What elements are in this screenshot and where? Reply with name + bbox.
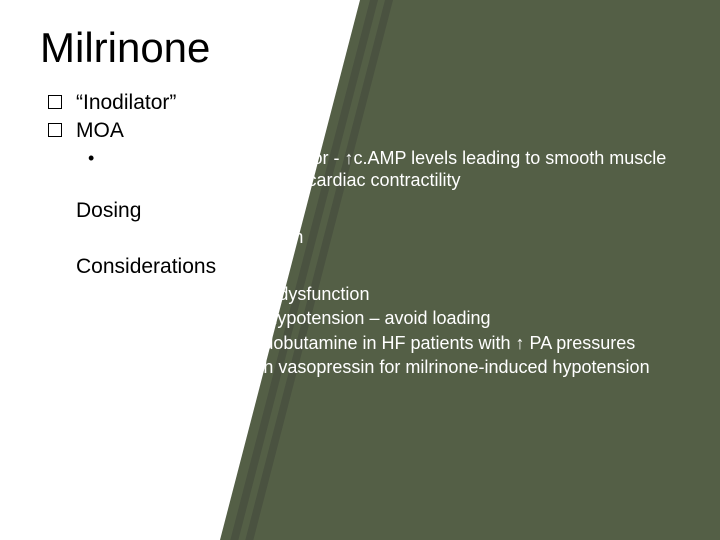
sub-list: • Phosphodiesterase inhibitor - ↑c.AMP l…: [48, 147, 680, 192]
sub-list-item: • Accumulates in renal dysfunction: [88, 283, 680, 306]
slide: Milrinone “Inodilator” MOA • Phosphodies…: [0, 0, 720, 540]
checkbox-icon: [48, 203, 62, 217]
slide-title: Milrinone: [40, 24, 680, 72]
checkbox-icon: [48, 259, 62, 273]
bullet-icon: •: [88, 283, 94, 306]
sub-list-item: • Commonly used with vasopressin for mil…: [88, 356, 680, 379]
bullet-icon: •: [88, 226, 94, 249]
list-item: “Inodilator”: [48, 90, 680, 116]
bullet-icon: •: [88, 356, 94, 379]
slide-content: Milrinone “Inodilator” MOA • Phosphodies…: [0, 0, 720, 540]
sub-list-item: • Phosphodiesterase inhibitor - ↑c.AMP l…: [88, 147, 680, 192]
sub-list-item-text: Commonly used with vasopressin for milri…: [106, 356, 649, 379]
slide-body: “Inodilator” MOA • Phosphodiesterase inh…: [40, 90, 680, 379]
list-item-label: Dosing: [76, 198, 141, 224]
list-item-label: Considerations: [76, 254, 216, 280]
sub-list-item: • Good alternative to dobutamine in HF p…: [88, 332, 680, 355]
bullet-icon: •: [88, 307, 94, 330]
sub-list-item-text: Clinically significant hypotension – avo…: [106, 307, 490, 330]
sub-list-item-text: 0. 25 – 0. 75 mcg/kg/min: [106, 226, 303, 249]
sub-list-item-text: Accumulates in renal dysfunction: [106, 283, 369, 306]
bullet-icon: •: [88, 147, 94, 170]
sub-list: • Accumulates in renal dysfunction • Cli…: [48, 283, 680, 379]
sub-list-item: • Clinically significant hypotension – a…: [88, 307, 680, 330]
sub-list-item-text: Good alternative to dobutamine in HF pat…: [106, 332, 635, 355]
checkbox-icon: [48, 123, 62, 137]
list-item: Dosing: [48, 198, 680, 224]
sub-list-item-text: Phosphodiesterase inhibitor - ↑c.AMP lev…: [106, 147, 680, 192]
checkbox-icon: [48, 95, 62, 109]
list-item-label: “Inodilator”: [76, 90, 176, 116]
list-item-label: MOA: [76, 118, 124, 144]
list-item: MOA: [48, 118, 680, 144]
sub-list-item: • 0. 25 – 0. 75 mcg/kg/min: [88, 226, 680, 249]
list-item: Considerations: [48, 254, 680, 280]
bullet-icon: •: [88, 332, 94, 355]
sub-list: • 0. 25 – 0. 75 mcg/kg/min: [48, 226, 680, 249]
